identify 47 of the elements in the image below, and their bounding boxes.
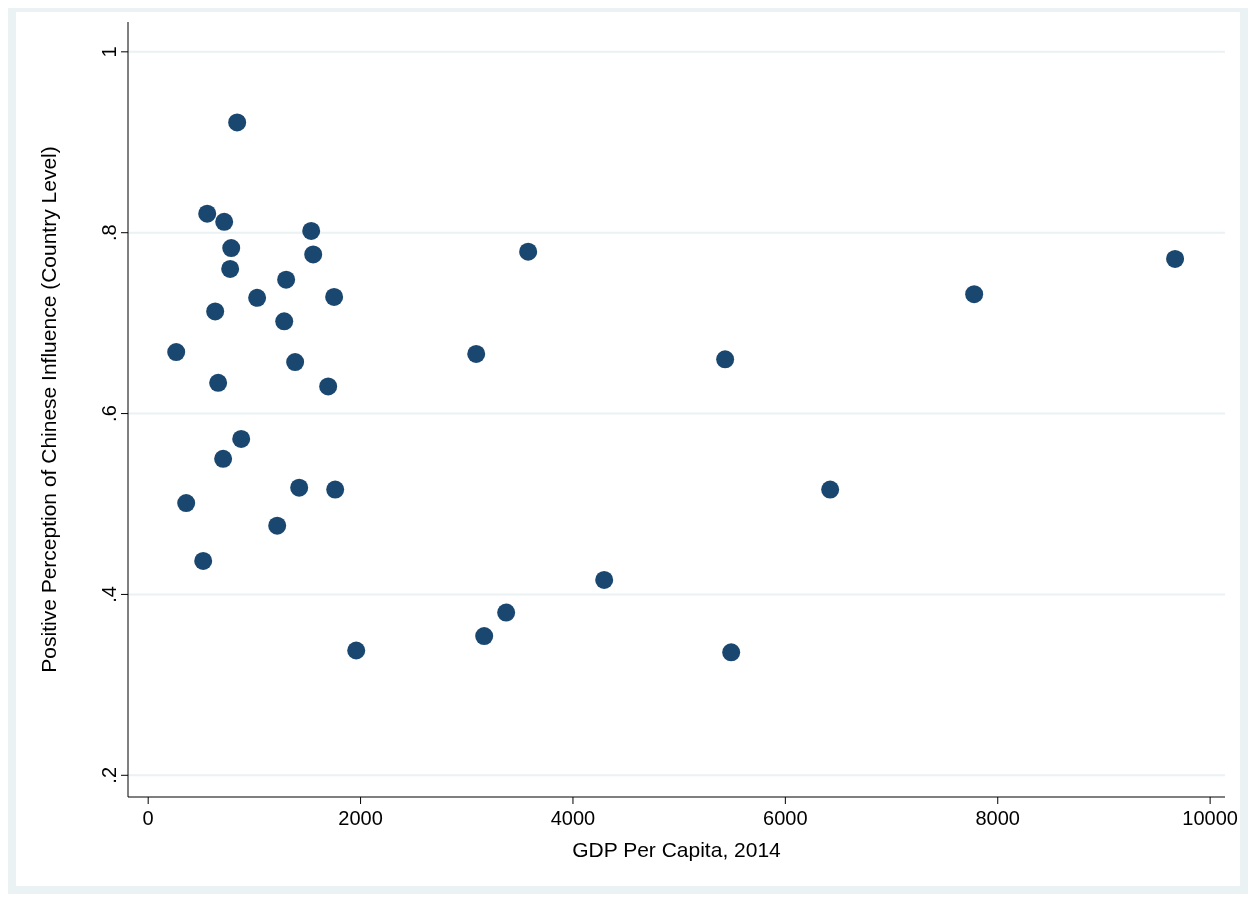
point [716, 350, 735, 369]
point [722, 643, 741, 662]
y-tick-label: .6 [98, 405, 120, 422]
point [177, 494, 196, 513]
point [304, 245, 323, 264]
point [275, 312, 294, 331]
x-tick-label: 6000 [763, 807, 808, 829]
y-tick-label: .2 [98, 766, 120, 784]
point [198, 204, 217, 223]
point [1166, 249, 1185, 268]
y-tick-label: .8 [98, 224, 120, 242]
point [347, 641, 366, 660]
point [215, 212, 234, 231]
point [326, 480, 345, 499]
point [319, 377, 338, 396]
point [206, 302, 225, 321]
point [821, 480, 840, 499]
point [595, 570, 614, 589]
x-tick-label: 10000 [1182, 807, 1238, 829]
y-tick-label: .4 [98, 586, 120, 603]
point [519, 242, 538, 261]
point [290, 478, 309, 497]
x-axis-title: GDP Per Capita, 2014 [572, 838, 782, 861]
point [286, 353, 305, 372]
x-tick-label: 0 [142, 807, 154, 829]
point [167, 343, 186, 362]
x-tick-label: 2000 [338, 807, 383, 829]
point [222, 239, 241, 258]
point [228, 113, 247, 132]
y-axis-title: Positive Perception of Chinese Influence (Country Level) [37, 146, 60, 673]
x-tick-label: 4000 [550, 807, 596, 829]
point [194, 551, 213, 570]
point [497, 603, 516, 622]
x-tick-label: 8000 [975, 807, 1020, 829]
point [302, 221, 321, 240]
point [209, 373, 228, 392]
point [475, 627, 494, 646]
y-tick-label: 1 [98, 46, 120, 58]
point [325, 287, 344, 306]
point [232, 429, 251, 448]
point [214, 449, 233, 468]
point [248, 288, 267, 307]
point [965, 285, 984, 304]
point [268, 516, 287, 535]
point [277, 270, 296, 289]
point [467, 344, 486, 363]
point [221, 259, 240, 278]
